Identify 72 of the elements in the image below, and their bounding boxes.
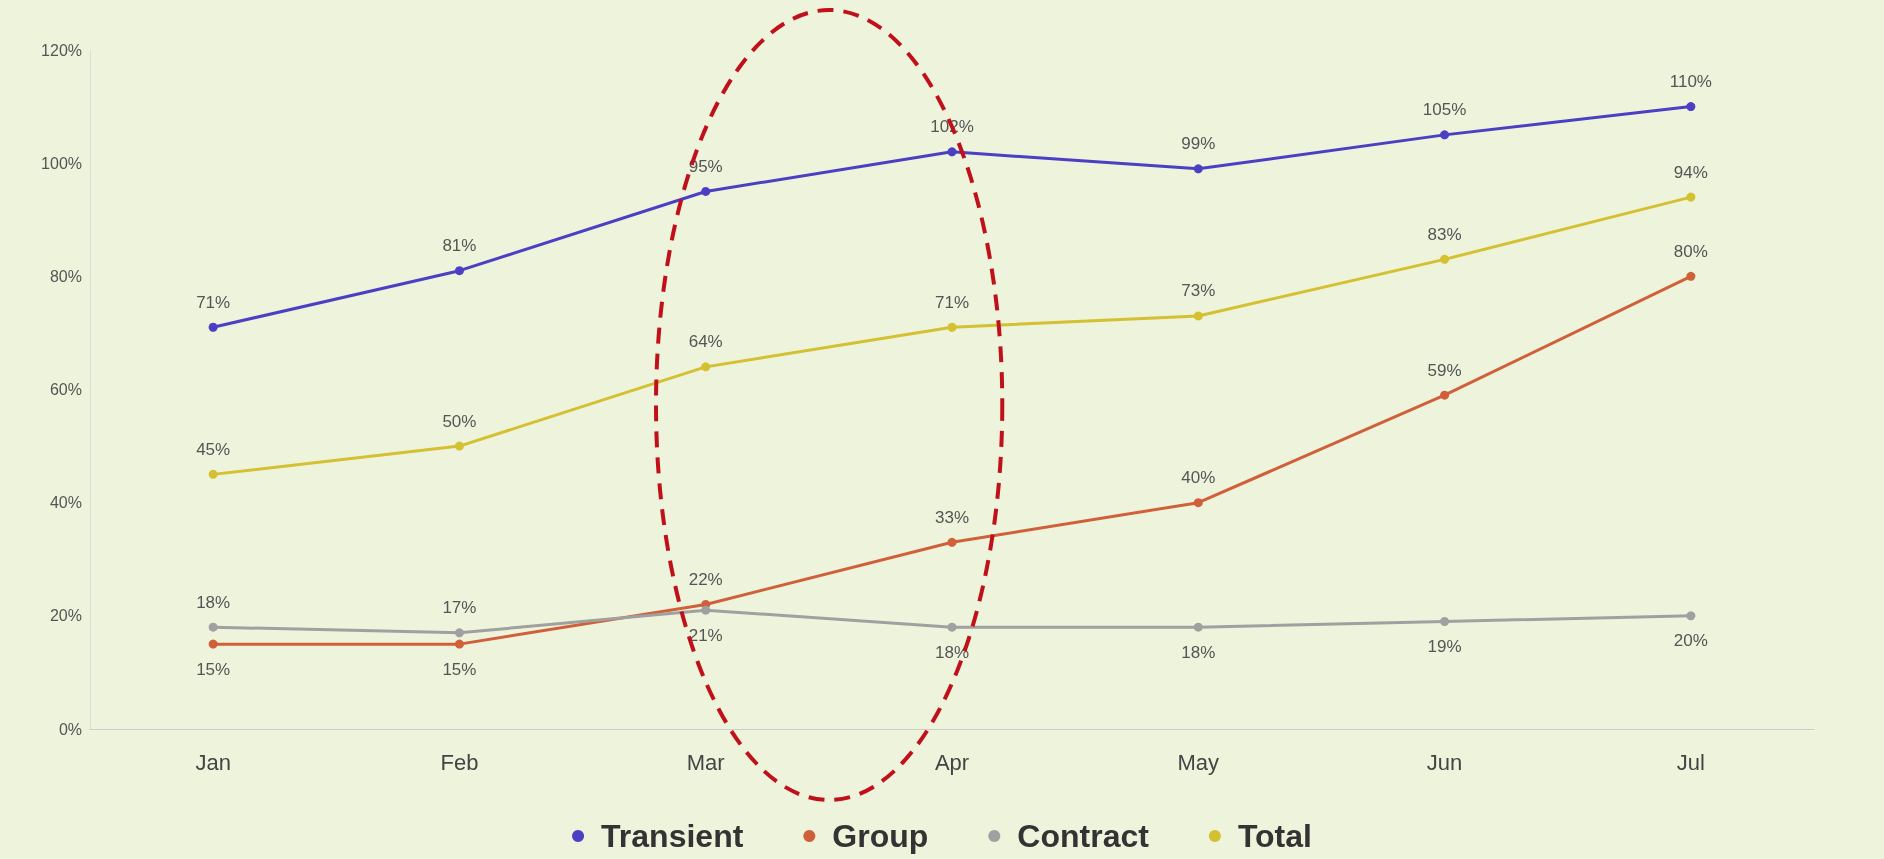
point: [947, 322, 957, 332]
data-label: 99%: [1181, 134, 1216, 154]
data-label: 22%: [688, 570, 723, 590]
point: [1440, 254, 1450, 264]
x-tick-label: May: [1177, 749, 1220, 775]
data-label: 15%: [442, 659, 477, 679]
point: [1193, 311, 1203, 321]
x-tick-label: Feb: [440, 749, 479, 775]
data-label: 71%: [934, 292, 970, 312]
data-label: 59%: [1427, 360, 1462, 380]
y-tick-label: 80%: [49, 267, 82, 285]
point: [208, 622, 218, 632]
point: [1686, 271, 1696, 281]
data-label: 95%: [688, 156, 723, 176]
point: [1440, 616, 1450, 626]
y-tick-label: 120%: [41, 41, 82, 59]
data-label: 94%: [1673, 162, 1708, 182]
legend-label: Group: [832, 818, 929, 854]
data-label: 40%: [1181, 468, 1216, 488]
point: [1440, 130, 1450, 140]
legend-label: Total: [1237, 818, 1312, 854]
legend-label: Transient: [601, 818, 744, 854]
data-label: 17%: [442, 598, 477, 618]
data-label: 81%: [442, 236, 477, 256]
data-label: 33%: [934, 507, 970, 527]
point: [947, 147, 957, 157]
data-label: 110%: [1669, 72, 1712, 92]
point: [947, 622, 957, 632]
data-label: 105%: [1422, 100, 1467, 120]
point: [1686, 192, 1696, 202]
point: [1440, 390, 1450, 400]
data-label: 83%: [1427, 224, 1462, 244]
x-tick-label: Mar: [686, 749, 725, 775]
point: [701, 362, 711, 372]
point: [454, 639, 464, 649]
data-label: 18%: [1181, 642, 1216, 662]
x-tick-label: Jul: [1676, 749, 1705, 775]
legend-label: Contract: [1017, 818, 1150, 854]
point: [1193, 498, 1203, 508]
y-tick-label: 60%: [49, 381, 82, 398]
y-tick-label: 100%: [41, 154, 82, 172]
data-label: 80%: [1673, 241, 1708, 261]
point: [208, 469, 218, 479]
point: [454, 628, 464, 638]
y-tick-label: 0%: [58, 720, 82, 738]
data-label: 20%: [1673, 631, 1708, 651]
data-label: 18%: [934, 642, 970, 662]
point: [208, 639, 218, 649]
y-tick-label: 20%: [49, 607, 82, 625]
data-label: 45%: [196, 439, 231, 459]
point: [701, 605, 711, 615]
data-label: 19%: [1427, 636, 1462, 656]
x-tick-label: Apr: [934, 749, 970, 775]
data-label: 21%: [688, 625, 723, 645]
x-tick-label: Jan: [195, 749, 231, 775]
point: [208, 322, 218, 332]
data-label: 64%: [688, 332, 723, 352]
point: [1686, 102, 1696, 112]
data-label: 73%: [1181, 281, 1216, 301]
point: [454, 441, 464, 451]
point: [1686, 611, 1696, 621]
y-tick-label: 40%: [49, 494, 82, 512]
data-label: 18%: [196, 592, 231, 612]
data-label: 50%: [442, 411, 477, 431]
data-label: 71%: [196, 292, 231, 312]
x-tick-label: Jun: [1426, 749, 1463, 775]
data-label: 15%: [196, 659, 231, 679]
point: [701, 186, 711, 196]
point: [1193, 164, 1203, 174]
point: [947, 537, 957, 547]
point: [454, 266, 464, 276]
point: [1193, 622, 1203, 632]
